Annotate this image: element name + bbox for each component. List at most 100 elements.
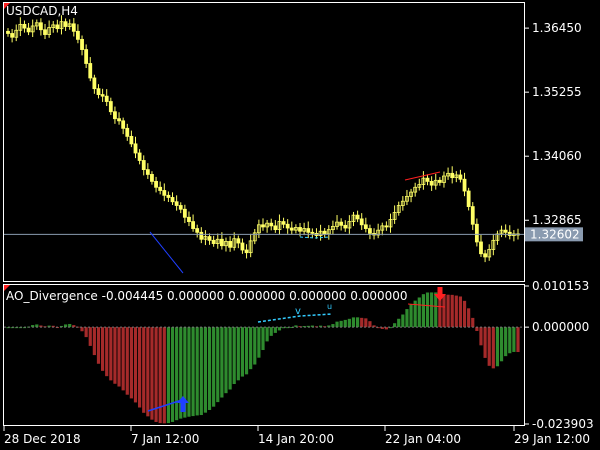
ao-bar [228, 327, 232, 390]
ao-bar [80, 327, 84, 332]
candle-body [269, 222, 274, 227]
candle-body [104, 95, 109, 102]
candle-body [63, 21, 68, 27]
candle-body [487, 249, 492, 258]
candle-body [450, 172, 455, 179]
candle-body [388, 219, 393, 228]
time-tick-label: 14 Jan 20:00 [258, 432, 334, 446]
candle-body [96, 88, 101, 95]
ao-bar [508, 327, 512, 354]
bear-divergence-line-price [404, 171, 441, 181]
ao-bar [207, 327, 212, 410]
candle-body [162, 190, 167, 196]
ao-bar [166, 327, 171, 424]
ao-bar [487, 327, 491, 366]
candle-body [141, 160, 146, 170]
time-tick-label: 28 Dec 2018 [4, 432, 81, 446]
buy-arrow-icon [177, 396, 189, 412]
candle-body [100, 94, 105, 97]
ao-bar [121, 327, 125, 391]
candle-body [215, 238, 220, 244]
hidden-divergence-line-ao [257, 313, 333, 323]
ao-bar [129, 327, 133, 399]
candle-body [236, 238, 241, 244]
candle-body [265, 222, 270, 228]
candle-body [417, 184, 422, 188]
candle-body [289, 227, 294, 231]
candle-body [503, 229, 508, 233]
candle-body [446, 172, 450, 177]
ao-bar [138, 327, 142, 408]
ao-bar [281, 327, 286, 329]
candle-body [396, 205, 401, 213]
candle-body [429, 180, 434, 186]
ao-histogram [4, 292, 524, 424]
ao-bar [467, 308, 471, 328]
candle-body [22, 23, 27, 29]
ao-bar [483, 327, 487, 358]
current-price-badge [525, 227, 583, 242]
price-axis: 1.36450 1.35255 1.34060 1.32865 [524, 21, 582, 227]
candle-body [47, 27, 52, 35]
ao-bar [372, 325, 376, 328]
ao-bar [117, 327, 121, 387]
candle-body [108, 101, 113, 113]
candle-body [30, 25, 35, 33]
candle-body [158, 186, 163, 191]
ao-bar [351, 317, 356, 328]
candle-body [154, 180, 158, 188]
ao-bar [318, 325, 323, 328]
price-tick-label: 1.36450 [532, 21, 582, 35]
ao-bar [257, 327, 261, 358]
ao-bar [347, 318, 351, 328]
hidden-divergence-line-price [299, 236, 331, 239]
candle-body [380, 225, 385, 231]
candle-body [207, 236, 212, 241]
ao-bar [195, 327, 199, 416]
main-chart-frame [3, 2, 525, 282]
ao-bar [109, 327, 113, 381]
candle-body [409, 191, 413, 197]
candle-body [211, 239, 216, 244]
ao-bar [380, 327, 384, 329]
candle-body [129, 135, 134, 145]
candle-body [240, 242, 245, 251]
ao-tick-label: -0.023903 [532, 417, 594, 431]
ao-bar [425, 292, 430, 328]
time-tick-label: 7 Jan 12:00 [131, 432, 199, 446]
candle-body [71, 23, 76, 32]
candle-body [145, 169, 150, 175]
candle-body [302, 228, 307, 232]
candle-body [84, 49, 89, 64]
candle-body [34, 22, 39, 27]
candle-body [80, 38, 84, 50]
ao-bar [458, 296, 463, 328]
ao-bar [512, 327, 516, 352]
ao-bar [479, 327, 483, 346]
ao-bar [269, 327, 273, 336]
ao-bar [462, 300, 467, 328]
candle-body [322, 230, 327, 235]
candle-body [219, 238, 224, 247]
candle-series [6, 15, 520, 263]
candle-body [252, 232, 257, 242]
ao-bar [331, 324, 335, 328]
ao-bar [376, 327, 380, 329]
ao-bar [384, 327, 388, 330]
ao-bar [150, 327, 154, 420]
ao-bar [236, 327, 240, 381]
ao-bar [220, 327, 224, 398]
candle-body [368, 228, 372, 234]
ao-bar [240, 327, 245, 377]
candle-body [343, 224, 348, 229]
candle-body [39, 22, 43, 31]
ao-bar [216, 327, 220, 403]
ao-bar [294, 325, 298, 328]
candle-body [178, 205, 183, 210]
symbol-title: USDCAD,H4 [6, 4, 78, 18]
ao-bar [51, 325, 55, 328]
ao-bar [388, 327, 393, 329]
ao-bar [298, 326, 302, 328]
candle-body [256, 224, 261, 234]
